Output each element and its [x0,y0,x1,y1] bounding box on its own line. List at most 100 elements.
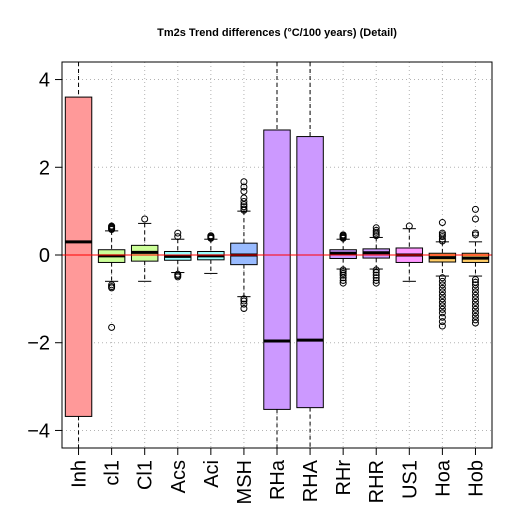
outlier-point [471,281,479,289]
outlier-point [108,284,116,292]
box-Acs [164,229,192,281]
x-tick-label: RHR [366,460,388,503]
x-tick-label: US1 [399,460,421,499]
outlier-point [240,178,248,186]
outlier-point [471,309,479,317]
x-tick-label: Hob [465,460,487,497]
outlier-point [438,229,446,237]
outlier-point [108,323,116,331]
outlier-point [471,284,479,292]
outlier-point [471,312,479,320]
outlier-point [438,274,446,282]
outlier-point [372,274,380,282]
outlier-point [240,295,248,303]
box-Hoa [428,219,457,330]
outlier-point [471,316,479,324]
box-body [64,96,93,417]
y-tick-label: 0 [39,245,50,267]
outlier-point [438,318,446,326]
outlier-point [405,222,413,230]
x-tick-label: RHA [300,459,322,502]
outlier-point [471,215,479,223]
outlier-point [240,201,248,209]
outlier-point [339,271,347,279]
outlier-point [108,222,116,230]
outlier-point [240,183,248,191]
outlier-point [438,295,446,303]
outlier-point [372,226,380,234]
outlier-point [438,322,446,330]
outlier-point [174,273,182,281]
chart-title: Tm2s Trend differences (°C/100 years) (D… [157,27,397,39]
outlier-point [471,319,479,327]
outlier-point [438,309,446,317]
outlier-point [240,305,248,313]
outlier-point [372,271,380,279]
outlier-point [438,305,446,313]
y-tick-label: 4 [39,70,50,92]
box-US1 [395,222,424,282]
y-tick-label: −2 [27,333,50,355]
outlier-point [471,298,479,306]
x-tick-label: Aci [201,460,223,488]
outlier-point [438,302,446,310]
plot-layer [62,62,492,448]
outlier-point [240,203,248,211]
outlier-point [207,232,215,240]
outlier-point [471,205,479,213]
outlier-point [174,229,182,237]
outlier-point [438,284,446,292]
outlier-point [339,231,347,239]
outlier-point [438,288,446,296]
outlier-point [372,276,380,284]
outlier-point [339,274,347,282]
outlier-point [339,279,347,287]
box-Cl1 [130,215,159,282]
outlier-point [240,197,248,205]
outlier-point [240,187,248,195]
outlier-point [471,288,479,296]
x-tick-label: MSH [234,460,256,504]
box-RHR [362,224,390,287]
outlier-point [141,215,149,223]
x-tick-label: RHr [333,460,355,496]
outlier-point [372,224,380,232]
box-body [263,129,291,410]
box-Hob [461,205,490,327]
outlier-point [240,205,248,213]
outlier-point [471,276,479,284]
outlier-point [438,219,446,227]
outlier-point [471,305,479,313]
x-tick-label: Inh [69,460,91,488]
axis-layer: −4 −2 0 2 4 Inh cl1 Cl1 Acs Aci MSH RHa RHA RHr RHR US1… [27,70,487,505]
outlier-point [438,277,446,285]
box-Inh [64,62,93,448]
outlier-point [471,302,479,310]
box-Aci [197,232,225,274]
box-RHA [296,62,324,448]
outlier-point [240,297,248,305]
x-tick-label: RHa [267,459,289,500]
outlier-point [471,295,479,303]
x-tick-label: Acs [168,460,190,493]
outlier-point [240,300,248,308]
outlier-point [339,276,347,284]
outlier-point [438,291,446,299]
box-cl1 [97,222,126,331]
box-RHa [263,62,291,448]
outlier-point [471,229,479,237]
x-tick-label: cl1 [102,460,124,486]
outlier-point [438,281,446,289]
outlier-point [372,269,380,277]
y-tick-label: −4 [27,420,50,442]
outlier-point [438,313,446,321]
outlier-point [471,291,479,299]
outlier-point [240,194,248,202]
x-tick-label: Cl1 [135,460,157,490]
outlier-point [174,233,182,241]
box-MSH [230,178,258,313]
outlier-point [372,279,380,287]
x-tick-label: Hoa [432,459,454,497]
outlier-point [438,298,446,306]
